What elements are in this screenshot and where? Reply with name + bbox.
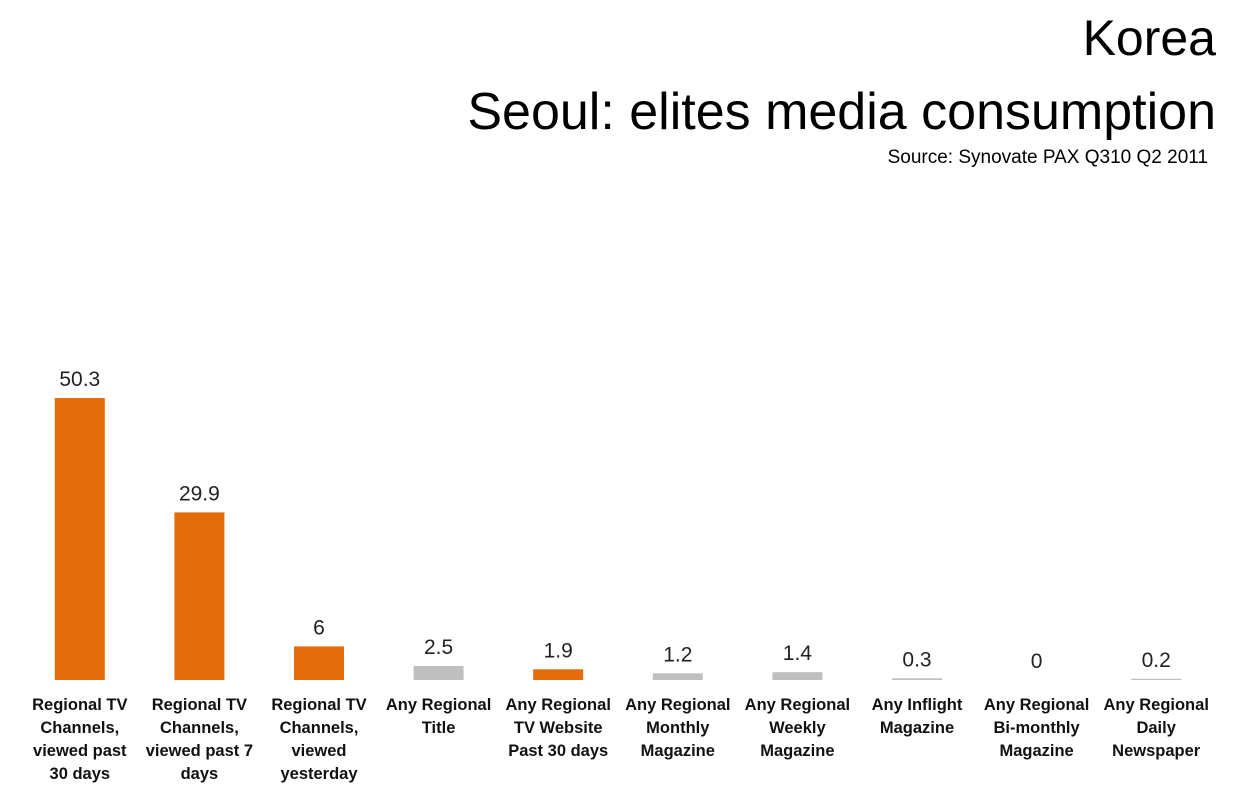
category-label-line: Bi-monthly <box>994 719 1081 737</box>
category-label-line: Monthly <box>646 719 710 737</box>
category-label-line: viewed past <box>33 742 127 760</box>
bar-8 <box>892 678 942 680</box>
bar-4 <box>413 666 464 680</box>
data-label-4: 2.5 <box>424 636 453 659</box>
title-block: Korea Seoul: elites media consumption <box>467 8 1216 144</box>
category-label-line: Daily <box>1136 719 1176 737</box>
category-label-1: Regional TV Channels, viewed past 30 days <box>32 696 127 783</box>
category-label-8: Any Inflight Magazine <box>872 696 963 737</box>
category-label-5: Any Regional TV Website Past 30 days <box>505 696 610 760</box>
category-label-line: Regional TV <box>32 696 127 714</box>
category-label-line: TV Website <box>514 719 603 737</box>
category-label-9: Any Regional Bi-monthly Magazine <box>984 696 1089 760</box>
category-label-line: Newspaper <box>1112 742 1201 760</box>
category-label-line: Magazine <box>999 742 1073 760</box>
bar-10 <box>1131 678 1182 680</box>
category-label-line: Any Regional <box>386 696 491 714</box>
category-label-line: Any Regional <box>745 696 850 714</box>
category-label-7: Any Regional Weekly Magazine <box>745 696 850 760</box>
category-label-line: Any Regional <box>625 696 730 714</box>
bar-1 <box>54 398 105 680</box>
category-label-2: Regional TV Channels, viewed past 7 days <box>146 696 253 783</box>
category-label-6: Any Regional Monthly Magazine <box>625 696 730 760</box>
bar-2 <box>174 512 225 680</box>
category-label-line: Any Regional <box>1103 696 1208 714</box>
category-label-line: Any Inflight <box>872 696 963 714</box>
data-label-10: 0.2 <box>1142 649 1171 672</box>
data-label-7: 1.4 <box>783 642 813 665</box>
data-label-1: 50.3 <box>59 368 100 391</box>
bar-5 <box>533 669 584 680</box>
data-label-6: 1.2 <box>663 643 692 666</box>
page-title: Seoul: elites media consumption <box>467 83 1216 141</box>
data-label-2: 29.9 <box>179 482 220 505</box>
bar-3 <box>294 646 344 680</box>
data-label-9: 0 <box>1031 650 1043 673</box>
category-label-line: days <box>181 765 219 783</box>
category-label-line: Any Regional <box>984 696 1089 714</box>
page-title-country: Korea <box>1082 10 1216 66</box>
category-label-line: Regional TV <box>271 696 366 714</box>
category-label-line: Any Regional <box>505 696 610 714</box>
bar-7 <box>772 672 823 680</box>
category-label-line: Weekly <box>769 719 826 737</box>
category-label-line: Channels, <box>40 719 119 737</box>
bar-6 <box>652 673 703 680</box>
category-label-line: Magazine <box>641 742 715 760</box>
category-label-line: Regional TV <box>152 696 247 714</box>
category-label-line: viewed past 7 <box>146 742 253 760</box>
category-label-line: Channels, <box>280 719 359 737</box>
category-label-line: Magazine <box>760 742 834 760</box>
category-label-line: Past 30 days <box>508 742 608 760</box>
category-label-line: 30 days <box>50 765 111 783</box>
category-label-10: Any Regional Daily Newspaper <box>1103 696 1208 760</box>
category-label-4: Any Regional Title <box>386 696 491 737</box>
category-label-line: Title <box>422 719 456 737</box>
data-label-8: 0.3 <box>902 648 931 671</box>
category-label-line: Magazine <box>880 719 954 737</box>
category-label-line: yesterday <box>280 765 358 783</box>
category-label-3: Regional TV Channels, viewed yesterday <box>271 696 366 783</box>
source-note: Source: Synovate PAX Q310 Q2 2011 <box>887 147 1208 168</box>
category-label-line: viewed <box>291 742 346 760</box>
data-label-3: 6 <box>313 616 325 639</box>
data-label-5: 1.9 <box>544 639 573 662</box>
category-label-line: Channels, <box>160 719 239 737</box>
